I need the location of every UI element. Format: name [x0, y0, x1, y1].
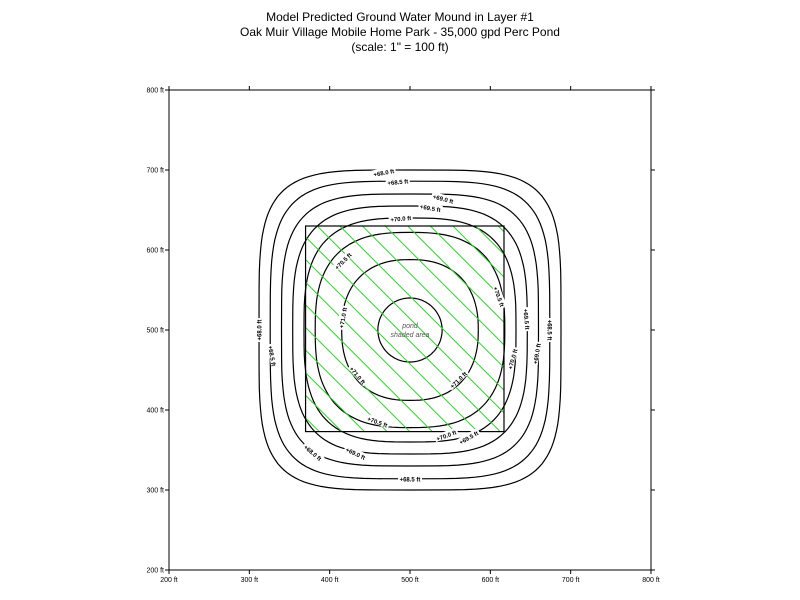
y-tick-label: 800 ft: [146, 88, 164, 95]
contour-label-bg: [418, 201, 443, 213]
contour-label-bg: [430, 191, 456, 205]
contour-label-bg: [546, 318, 554, 342]
contour-label-bg: [331, 249, 354, 272]
contour-label: +68.5 ft: [400, 477, 421, 483]
x-tick-label: 800 ft: [642, 577, 660, 584]
contour-label: +68.5 ft: [545, 320, 551, 341]
x-tick-label: 600 ft: [482, 577, 500, 584]
contour-label-bg: [530, 341, 542, 366]
contour-label: +69.0 ft: [432, 194, 454, 205]
contour-label: +68.5 ft: [266, 345, 276, 367]
y-tick-label: 400 ft: [146, 408, 164, 415]
contour-label-bg: [398, 474, 422, 482]
contour-label: +70.0 ft: [508, 349, 519, 371]
contour-label-bg: [433, 427, 459, 443]
contour-label-bg: [267, 343, 279, 369]
chart-title-line-1: Model Predicted Ground Water Mound in La…: [266, 10, 534, 24]
contour-label: +68.5 ft: [387, 179, 408, 187]
x-tick-label: 700 ft: [562, 577, 580, 584]
contour-line: [269, 180, 551, 480]
contour-line: [280, 193, 540, 467]
contour-label-bg: [343, 444, 369, 462]
y-tick-label: 500 ft: [146, 328, 164, 335]
x-tick-label: 300 ft: [241, 577, 259, 584]
contour-label-bg: [336, 305, 348, 331]
y-tick-label: 600 ft: [146, 248, 164, 255]
contour-label: +69.5 ft: [419, 205, 441, 215]
contour-label-bg: [456, 427, 481, 446]
contour-label-bg: [388, 213, 413, 223]
pond-area: pond shaded area: [304, 225, 505, 433]
contour-label: +68.0 ft: [257, 320, 263, 341]
contour-label: +71.0 ft: [339, 307, 349, 329]
chart-title-block: Model Predicted Ground Water Mound in La…: [0, 10, 800, 55]
y-tick-label: 200 ft: [146, 568, 164, 575]
contour-label-bg: [347, 363, 369, 387]
x-tick-label: 500 ft: [401, 577, 419, 584]
x-axis: 200 ft 300 ft 400 ft 500 ft 600 ft 700 ft 800 …: [160, 86, 660, 584]
contour-line: [292, 205, 528, 455]
contour-label-bg: [365, 413, 391, 429]
chart-title-line-2: Oak Muir Village Mobile Home Park - 35,0…: [240, 25, 560, 39]
contour-label-bg: [505, 346, 519, 372]
contour-label: +70.0 ft: [390, 216, 411, 224]
y-axis: 800 ft 700 ft 600 ft 500 ft 400 ft 300 ft 200 …: [146, 88, 655, 575]
contour-label: +69.0 ft: [533, 343, 543, 365]
contour-label-bg: [254, 318, 262, 342]
contour-label: +69.5 ft: [521, 309, 529, 330]
contour-label-bg: [492, 283, 507, 309]
x-tick-label: 200 ft: [160, 577, 178, 584]
y-tick-label: 300 ft: [146, 488, 164, 495]
pond-label-sub: shaded area: [391, 332, 430, 339]
contour-label-bg: [385, 176, 411, 186]
pond-label: pond: [401, 323, 419, 330]
chart-title-line-3: (scale: 1" = 100 ft): [351, 40, 449, 54]
x-tick-label: 400 ft: [321, 577, 339, 584]
contour-label-bg: [446, 368, 469, 391]
contour-label-bg: [371, 166, 397, 178]
contour-label-bg: [301, 441, 325, 463]
contour-label-bg: [522, 306, 532, 332]
y-tick-label: 700 ft: [146, 168, 164, 175]
contour-label: +68.0 ft: [373, 169, 395, 179]
